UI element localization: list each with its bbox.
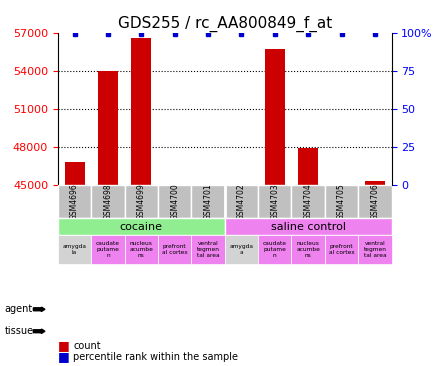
FancyBboxPatch shape	[258, 185, 291, 219]
FancyBboxPatch shape	[225, 235, 258, 264]
Text: caudate
putame
n: caudate putame n	[96, 241, 120, 258]
FancyBboxPatch shape	[91, 185, 125, 219]
Text: count: count	[73, 341, 101, 351]
FancyBboxPatch shape	[225, 185, 258, 219]
Text: prefront
al cortex: prefront al cortex	[329, 244, 354, 255]
Text: GSM4706: GSM4706	[370, 183, 380, 220]
FancyBboxPatch shape	[158, 185, 191, 219]
Text: cocaine: cocaine	[120, 222, 163, 232]
Text: prefront
al cortex: prefront al cortex	[162, 244, 187, 255]
FancyBboxPatch shape	[58, 235, 91, 264]
Title: GDS255 / rc_AA800849_f_at: GDS255 / rc_AA800849_f_at	[117, 15, 332, 31]
Text: GSM4701: GSM4701	[203, 183, 213, 220]
Bar	[98, 71, 118, 185]
FancyBboxPatch shape	[158, 235, 191, 264]
Text: GSM4704: GSM4704	[303, 183, 313, 220]
Bar	[65, 162, 85, 185]
Bar	[265, 49, 285, 185]
Bar	[131, 38, 151, 185]
Text: GSM4702: GSM4702	[237, 183, 246, 220]
Text: GSM4703: GSM4703	[270, 183, 279, 220]
FancyBboxPatch shape	[291, 185, 325, 219]
Text: amygda
a: amygda a	[230, 244, 253, 255]
Text: ■: ■	[58, 350, 69, 363]
FancyBboxPatch shape	[125, 185, 158, 219]
Text: agent: agent	[4, 304, 32, 314]
Bar	[298, 148, 318, 185]
Text: nucleus
acumbe
ns: nucleus acumbe ns	[129, 241, 153, 258]
Text: caudate
putame
n: caudate putame n	[263, 241, 287, 258]
Text: ventral
tegmen
tal area: ventral tegmen tal area	[364, 241, 386, 258]
FancyBboxPatch shape	[325, 235, 358, 264]
FancyBboxPatch shape	[325, 185, 358, 219]
FancyBboxPatch shape	[191, 235, 225, 264]
Text: GSM4700: GSM4700	[170, 183, 179, 220]
Text: GSM4698: GSM4698	[103, 183, 113, 220]
FancyBboxPatch shape	[358, 235, 392, 264]
FancyBboxPatch shape	[191, 185, 225, 219]
FancyBboxPatch shape	[225, 219, 392, 235]
Text: GSM4696: GSM4696	[70, 183, 79, 220]
FancyBboxPatch shape	[58, 219, 225, 235]
FancyBboxPatch shape	[125, 235, 158, 264]
Bar	[365, 181, 385, 185]
FancyBboxPatch shape	[358, 185, 392, 219]
Text: saline control: saline control	[271, 222, 346, 232]
Text: GSM4705: GSM4705	[337, 183, 346, 220]
FancyBboxPatch shape	[58, 185, 91, 219]
Text: ■: ■	[58, 339, 69, 352]
Text: tissue: tissue	[4, 326, 33, 336]
FancyBboxPatch shape	[291, 235, 325, 264]
Text: GSM4699: GSM4699	[137, 183, 146, 220]
Text: percentile rank within the sample: percentile rank within the sample	[73, 352, 239, 362]
Text: nucleus
acumbe
ns: nucleus acumbe ns	[296, 241, 320, 258]
Text: amygda
la: amygda la	[63, 244, 86, 255]
FancyBboxPatch shape	[91, 235, 125, 264]
Text: ventral
tegmen
tal area: ventral tegmen tal area	[197, 241, 219, 258]
FancyBboxPatch shape	[258, 235, 291, 264]
